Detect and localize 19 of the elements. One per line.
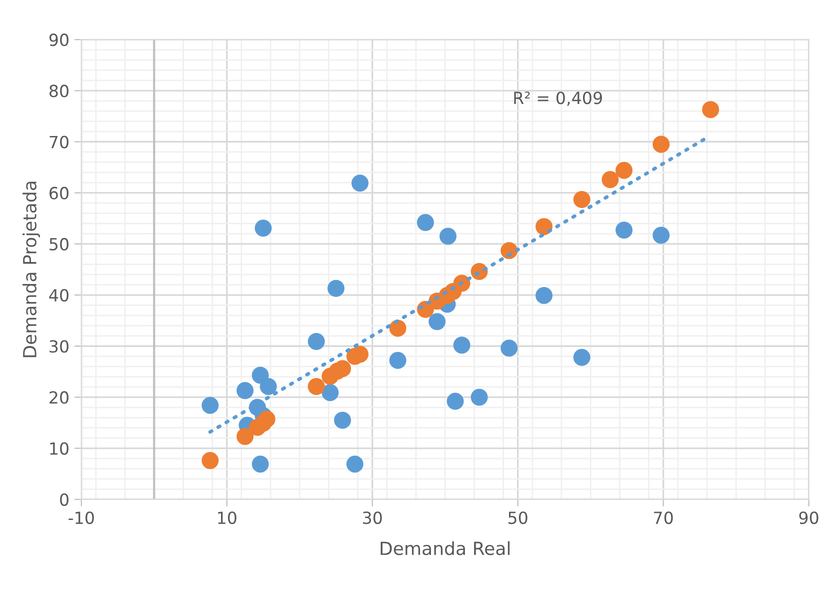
y-tick-label: 20 — [50, 391, 68, 404]
y-tick-label: 90 — [49, 34, 68, 46]
x-tick-label: 70 — [654, 511, 673, 524]
y-axis-title: Demanda Projetada — [22, 182, 40, 358]
y-tick-label: 40 — [49, 288, 68, 302]
x-tick-label: 10 — [218, 511, 236, 524]
y-tick-label: 70 — [50, 136, 68, 148]
y-tick-label: 80 — [50, 84, 68, 98]
x-tick-label: -10 — [68, 511, 94, 524]
x-axis-title: Demanda Real — [380, 541, 510, 556]
y-tick-label: 0 — [60, 493, 68, 506]
y-tick-label: 30 — [50, 340, 68, 353]
y-tick-label: 60 — [50, 186, 68, 200]
annotation: R² = 0,409 — [514, 92, 602, 106]
y-tick-label: 50 — [50, 238, 68, 251]
y-tick-label: 10 — [50, 442, 68, 455]
x-tick-label: 50 — [508, 511, 528, 524]
x-tick-label: 30 — [363, 511, 382, 524]
x-tick-label: 90 — [799, 511, 818, 524]
